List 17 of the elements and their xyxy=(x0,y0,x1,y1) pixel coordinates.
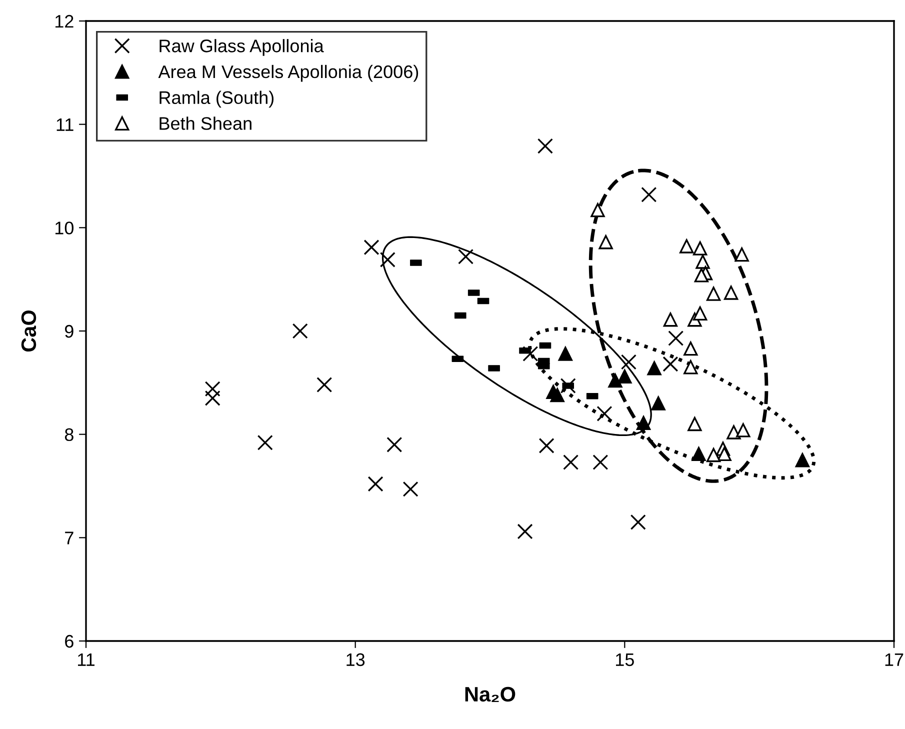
x-tick-label: 17 xyxy=(885,653,904,666)
y-tick-label: 12 xyxy=(55,14,74,28)
y-tick-label: 11 xyxy=(56,118,74,131)
x-axis-title: Na₂O xyxy=(465,686,516,702)
legend-label: Raw Glass Apollonia xyxy=(160,39,324,56)
legend-label: Area M Vessels Apollonia (2006) xyxy=(158,64,418,82)
x-tick-label: 15 xyxy=(616,653,634,666)
y-axis-title: CaO xyxy=(21,310,36,352)
legend-label: Beth Shean xyxy=(160,116,252,130)
y-tick-label: 8 xyxy=(64,428,74,442)
y-tick-label: 9 xyxy=(65,324,74,338)
y-tick-label: 7 xyxy=(65,532,74,544)
x-tick-label: 13 xyxy=(346,653,365,666)
x-tick-label: 11 xyxy=(78,653,94,666)
y-tick-label: 10 xyxy=(55,222,74,234)
legend-label: Ramla (South) xyxy=(160,90,274,108)
y-tick-label: 6 xyxy=(65,634,74,648)
